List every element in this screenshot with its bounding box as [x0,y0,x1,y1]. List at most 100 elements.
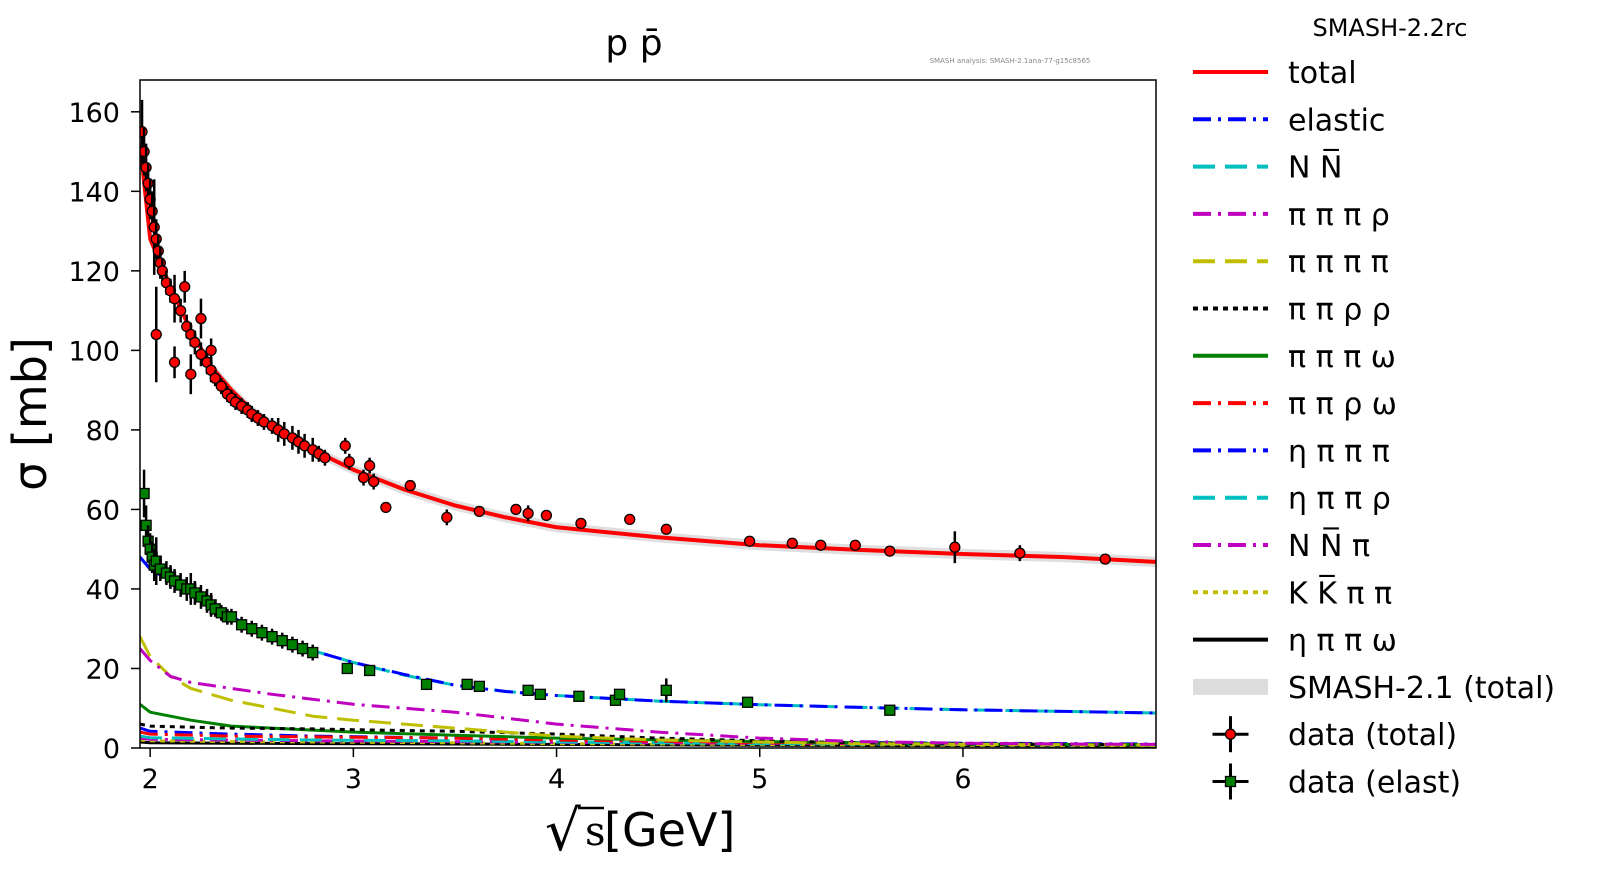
y-tick-label: 100 [68,336,120,367]
data-elast-point [363,664,376,677]
legend-π-π-π-ρ-label: π π π ρ [1288,198,1390,233]
legend: total elastic N N̅ π π π ρ π π π π π π ρ ρ π π… [1193,56,1555,801]
data-elast-point [613,688,626,700]
data-total-point [168,293,181,305]
data-total-point [140,161,152,174]
legend-data-(total)-marker [1224,728,1237,740]
y-tick-label: 160 [68,98,120,129]
legend-η-π-π-ρ-label: η π π ρ [1288,482,1391,517]
data-total-point [1014,547,1026,559]
data-total-point [368,475,380,488]
data-elast-point [534,688,546,700]
data-elast-point [140,519,152,531]
y-tick-label: 80 [86,416,120,447]
data-elast-point [461,678,473,691]
legend-SMASH-2.1-(total)-label: SMASH-2.1 (total) [1288,671,1555,706]
data-elast-point [286,638,299,651]
data-elast-point [473,680,485,693]
y-tick-label: 120 [68,257,120,288]
chart-title: p p̄ [605,23,662,64]
data-total-point [849,539,861,551]
data-total-point [174,304,187,317]
data-total-point [815,539,827,551]
data-total-point [189,336,201,349]
data-total-point [205,344,217,357]
data-elast-point [296,642,309,655]
legend-title: SMASH-2.2rc [1312,14,1467,42]
data-total-point [150,233,162,245]
data-total-point [660,523,672,535]
data-total-point [319,452,331,464]
y-tick-label: 60 [86,495,120,526]
data-total-point [441,511,453,524]
watermark-text: SMASH analysis: SMASH-2.1ana-77-g15c8565 [930,57,1091,65]
x-tick-label: 5 [751,764,768,795]
data-elast-point [140,487,150,500]
x-tick-label: 4 [548,764,565,795]
legend-N-N̅-π-label: N N̅ π [1288,527,1370,564]
legend-π-π-ρ-ω-label: π π ρ ω [1288,387,1397,422]
data-elast-point [246,623,258,635]
data-elast-point [522,684,534,696]
plot-area [140,99,1156,748]
data-total-point [343,456,355,468]
data-elast-point [307,646,319,659]
series-line-π-π-π-ρ [140,647,1156,746]
data-total-point [1099,553,1111,565]
data-total-point [150,328,162,341]
data-elast-point [573,690,585,702]
legend-K-K̅-π-π-label: K K̅ π π [1288,574,1392,611]
data-total-point [624,513,636,526]
legend-data-(total)-label: data (total) [1288,718,1457,753]
data-total-point [884,545,896,557]
legend-π-π-ρ-ρ-label: π π ρ ρ [1288,293,1391,328]
data-total-point [148,221,160,233]
legend-π-π-π-π-label: π π π π [1288,245,1389,280]
legend-data-(elast)-marker [1224,775,1237,788]
y-tick-label: 40 [86,575,120,606]
smash-2-1-band [140,138,1156,568]
x-tick-label: 6 [954,764,971,795]
data-elast-point [341,662,353,675]
series-line-N-N̅ [140,556,1156,715]
y-tick-label: 140 [68,177,120,208]
data-total-point [743,535,756,547]
data-total-point [185,368,197,380]
data-total-point [179,281,191,293]
data-total-point [380,501,392,514]
legend-π-π-π-ω-label: π π π ω [1288,340,1396,375]
legend-total-label: total [1288,56,1357,91]
x-tick-label: 3 [345,764,362,795]
data-elast-point [225,611,238,623]
series-line-π-π-π-π [140,636,1156,747]
data-total-point [575,517,587,529]
data-total-point [195,312,207,325]
data-elast-point [256,627,268,639]
series-line-elastic [140,556,1156,715]
legend-η-π-π-π-label: η π π π [1288,434,1390,469]
data-total-point [146,205,158,217]
legend-η-π-π-ω-label: η π π ω [1288,624,1397,659]
x-axis-label-unit: [GeV] [604,803,735,857]
data-elast-point [266,631,278,643]
data-total-point [540,509,553,522]
legend-data-(elast)-label: data (elast) [1288,766,1461,801]
series-line-π-π-π-ω [140,703,1156,747]
legend-N-N̅-label: N N̅ [1288,148,1342,185]
data-elast-point [276,634,288,647]
data-total-point [786,537,798,549]
series-line-π-π-ρ-ω [140,730,1156,747]
data-total-point [357,471,370,484]
data-elast-point [420,678,433,691]
data-total-point [949,541,961,553]
data-total-point [510,503,522,516]
data-total-point [404,479,416,492]
data-elast-point [741,696,754,708]
plot-frame [139,79,1157,749]
data-total-point [168,356,181,368]
legend-SMASH-2.1-(total)-swatch [1193,678,1268,695]
data-total-point [140,126,148,138]
data-total-point [339,440,351,452]
